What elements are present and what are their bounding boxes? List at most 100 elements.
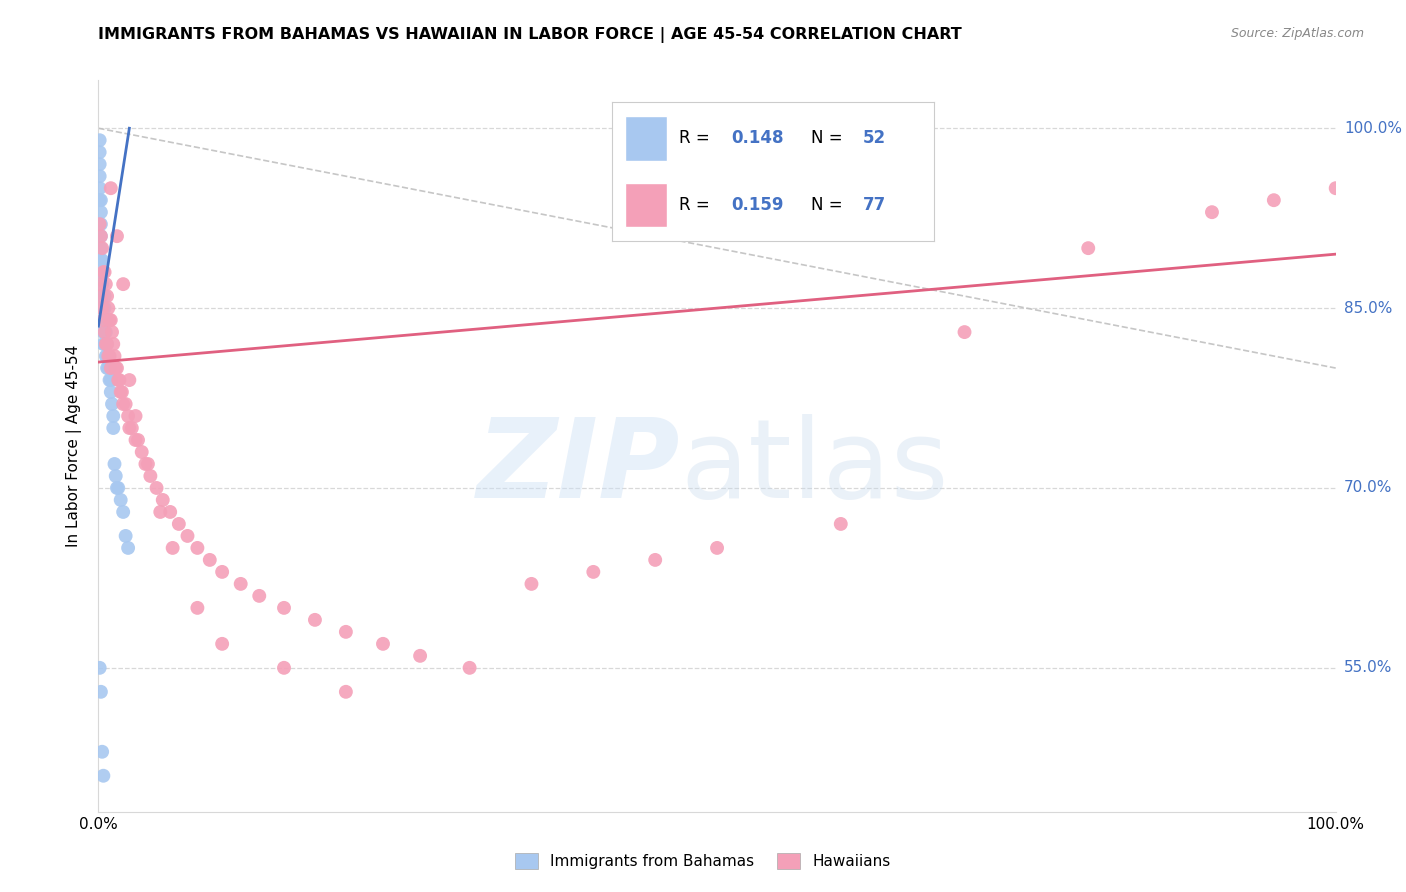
Point xyxy=(335,685,357,699)
Point xyxy=(89,133,111,147)
Point xyxy=(89,277,111,292)
Point xyxy=(100,313,122,327)
Point xyxy=(1077,241,1099,255)
Point xyxy=(100,385,122,400)
Point xyxy=(247,589,270,603)
Point xyxy=(149,505,172,519)
Point xyxy=(93,313,115,327)
Point xyxy=(176,529,198,543)
Point xyxy=(101,325,124,339)
Point xyxy=(198,553,221,567)
Point xyxy=(118,373,141,387)
Point xyxy=(90,205,112,219)
Point xyxy=(89,169,111,184)
Point xyxy=(96,289,118,303)
Point xyxy=(90,289,112,303)
Text: Source: ZipAtlas.com: Source: ZipAtlas.com xyxy=(1230,27,1364,40)
Point xyxy=(105,361,128,376)
Point xyxy=(273,661,295,675)
Point xyxy=(112,277,135,292)
Point xyxy=(93,301,115,315)
Point xyxy=(93,325,115,339)
Point xyxy=(90,193,112,207)
Point xyxy=(167,516,190,531)
Point xyxy=(114,529,136,543)
Point xyxy=(89,217,111,231)
Point xyxy=(107,373,129,387)
Text: 55.0%: 55.0% xyxy=(1344,660,1392,675)
Point xyxy=(89,193,111,207)
Point xyxy=(93,325,115,339)
Point xyxy=(90,217,112,231)
Point xyxy=(94,313,117,327)
Text: 85.0%: 85.0% xyxy=(1344,301,1392,316)
Point xyxy=(93,265,115,279)
Point xyxy=(105,229,128,244)
Point xyxy=(953,325,976,339)
Point xyxy=(110,385,132,400)
Point xyxy=(91,745,114,759)
Point xyxy=(90,241,112,255)
Point xyxy=(93,265,115,279)
Point xyxy=(112,505,135,519)
Point xyxy=(1263,193,1285,207)
Point xyxy=(186,600,208,615)
Point xyxy=(111,385,134,400)
Point xyxy=(93,301,115,315)
Point xyxy=(94,325,117,339)
Point xyxy=(89,157,111,171)
Point xyxy=(97,301,120,315)
Point xyxy=(136,457,159,471)
Point xyxy=(145,481,167,495)
Point xyxy=(304,613,326,627)
Point xyxy=(97,349,120,363)
Y-axis label: In Labor Force | Age 45-54: In Labor Force | Age 45-54 xyxy=(66,345,83,547)
Point xyxy=(93,325,115,339)
Point xyxy=(117,409,139,423)
Point xyxy=(103,349,125,363)
Point xyxy=(121,421,143,435)
Legend: Immigrants from Bahamas, Hawaiians: Immigrants from Bahamas, Hawaiians xyxy=(509,847,897,875)
Point xyxy=(94,337,117,351)
Point xyxy=(1324,181,1347,195)
Point xyxy=(162,541,184,555)
Point xyxy=(91,253,114,268)
Point xyxy=(134,457,156,471)
Point xyxy=(98,361,121,376)
Point xyxy=(139,469,162,483)
Point xyxy=(98,349,121,363)
Point xyxy=(96,337,118,351)
Point xyxy=(100,361,122,376)
Point xyxy=(103,421,125,435)
Point xyxy=(94,349,117,363)
Point xyxy=(101,397,124,411)
Text: 100.0%: 100.0% xyxy=(1344,120,1402,136)
Text: ZIP: ZIP xyxy=(477,415,681,522)
Point xyxy=(104,469,127,483)
Point xyxy=(830,516,852,531)
Point xyxy=(91,301,114,315)
Point xyxy=(159,505,181,519)
Point xyxy=(91,241,114,255)
Point xyxy=(96,337,118,351)
Point xyxy=(105,481,128,495)
Point xyxy=(90,253,112,268)
Point xyxy=(104,361,127,376)
Point xyxy=(644,553,666,567)
Point xyxy=(706,541,728,555)
Point xyxy=(458,661,481,675)
Point xyxy=(103,457,125,471)
Point xyxy=(371,637,394,651)
Point xyxy=(335,624,357,639)
Point xyxy=(91,301,114,315)
Point xyxy=(211,565,233,579)
Point xyxy=(108,373,131,387)
Text: atlas: atlas xyxy=(681,415,949,522)
Point xyxy=(582,565,605,579)
Point xyxy=(103,337,125,351)
Point xyxy=(520,577,543,591)
Point xyxy=(103,409,125,423)
Point xyxy=(273,600,295,615)
Point xyxy=(89,661,111,675)
Point xyxy=(117,541,139,555)
